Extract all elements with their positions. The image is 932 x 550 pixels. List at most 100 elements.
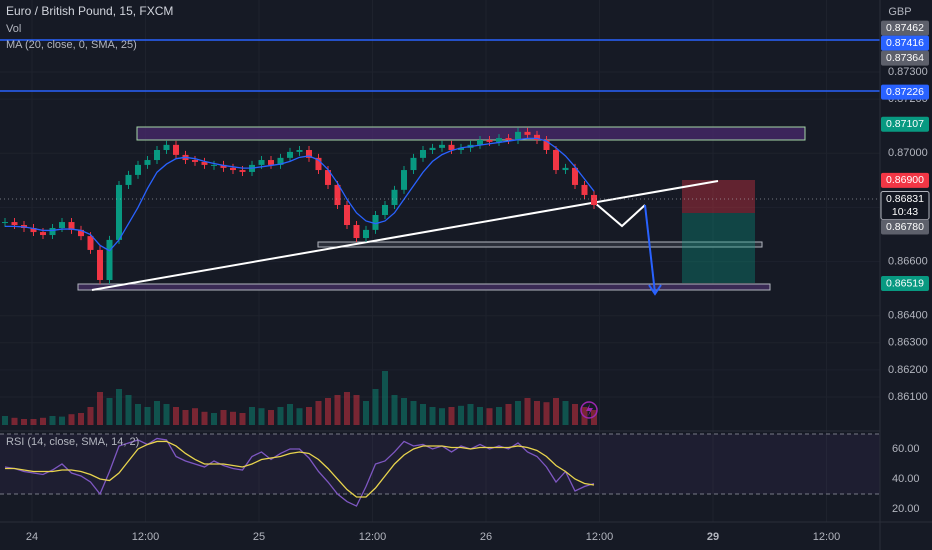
price-tag	[881, 50, 929, 66]
y-tick-label: 0.86400	[888, 310, 928, 322]
volume-bar	[591, 410, 597, 425]
candle	[287, 151, 293, 158]
candle	[581, 184, 588, 195]
candle	[315, 157, 322, 171]
candle	[201, 161, 208, 165]
volume-bar	[249, 407, 255, 425]
volume-legend: Vol	[6, 23, 21, 35]
volume-bar	[372, 389, 379, 425]
volume-bar	[78, 413, 84, 425]
candle	[477, 139, 483, 145]
volume-bar	[363, 401, 369, 425]
volume-bar	[458, 405, 464, 425]
candle	[401, 170, 407, 190]
volume-bar	[429, 407, 436, 425]
volume-bar	[572, 404, 578, 425]
x-tick-label: 12:00	[359, 531, 387, 543]
volume-bar	[477, 407, 483, 425]
candle	[230, 167, 236, 171]
volume-bar	[230, 411, 236, 425]
countdown: 10:43	[892, 206, 918, 218]
price-tag-label: 0.87226	[886, 86, 924, 98]
price-tag-label: 0.86900	[886, 174, 924, 186]
candle	[49, 227, 56, 236]
volume-bar	[154, 401, 160, 425]
candle	[334, 184, 341, 205]
volume-bar	[315, 401, 322, 425]
volume-bar	[220, 410, 227, 425]
volume-bar	[68, 414, 75, 425]
candle	[306, 150, 312, 158]
candle	[372, 215, 379, 230]
candle	[239, 170, 246, 172]
volume-bar	[515, 401, 521, 425]
candle	[258, 160, 265, 165]
x-tick-label: 12:00	[813, 531, 841, 543]
volume-bar	[467, 404, 474, 425]
volume-bar	[211, 413, 217, 425]
alert-icon[interactable]	[580, 401, 598, 419]
y-tick-label: 0.86100	[888, 391, 928, 403]
price-tag	[881, 116, 929, 132]
volume-bar	[163, 404, 170, 425]
volume-bar	[420, 404, 426, 425]
volume-bar	[97, 392, 103, 425]
price-tag-label: 0.86831	[886, 193, 924, 205]
volume-bar	[173, 407, 179, 425]
candle	[125, 174, 132, 185]
volume-bar	[353, 395, 360, 425]
symbol-title: Euro / British Pound, 15, FXCM	[6, 4, 173, 18]
projection	[594, 202, 646, 228]
candle	[154, 150, 160, 161]
candle	[543, 139, 550, 151]
alert-bolt	[586, 404, 593, 416]
candle	[220, 164, 227, 168]
volume-bar	[239, 413, 246, 425]
candle	[268, 160, 274, 165]
volume-bar	[505, 404, 512, 425]
candle	[59, 222, 65, 228]
volume-bar	[11, 417, 18, 425]
volume-bar	[306, 407, 312, 425]
candle	[344, 204, 350, 226]
candle	[439, 144, 445, 148]
volume-bar	[106, 398, 113, 425]
candle	[524, 131, 531, 135]
price-tag	[881, 219, 929, 235]
resistance-zone	[136, 126, 806, 141]
volume-bar	[534, 401, 540, 425]
y-tick-label: 0.87000	[888, 147, 928, 159]
volume-bar	[334, 395, 341, 425]
candle	[448, 144, 455, 151]
candle	[553, 150, 559, 171]
candle	[420, 150, 426, 158]
price-tag-label: 0.87364	[886, 52, 924, 64]
support-zone	[317, 241, 763, 248]
price-tag-label: 0.87107	[886, 118, 924, 130]
price-tag	[881, 20, 929, 36]
x-tick-label: 29	[707, 531, 719, 543]
volume-bar	[391, 395, 398, 425]
y-tick-label: 0.87300	[888, 66, 928, 78]
rsi-ma-line	[5, 440, 595, 498]
volume-bar	[144, 407, 151, 425]
candle	[163, 144, 170, 151]
volume-bar	[562, 401, 569, 425]
volume-bar	[87, 407, 94, 425]
volume-bar	[401, 398, 407, 425]
volume-bar	[439, 408, 445, 425]
candle	[11, 222, 18, 226]
volume-bar	[543, 402, 550, 425]
volume-bar	[125, 395, 132, 425]
volume-bar	[496, 407, 502, 425]
candle	[296, 150, 303, 152]
price-tag	[881, 276, 929, 292]
price-tag-label: 0.86780	[886, 221, 924, 233]
volume-bar	[448, 407, 455, 425]
candle	[486, 139, 493, 142]
candle	[211, 164, 217, 166]
rsi-tick-label: 60.00	[892, 443, 920, 455]
candle	[30, 227, 37, 233]
rsi-tick-label: 20.00	[892, 503, 920, 515]
